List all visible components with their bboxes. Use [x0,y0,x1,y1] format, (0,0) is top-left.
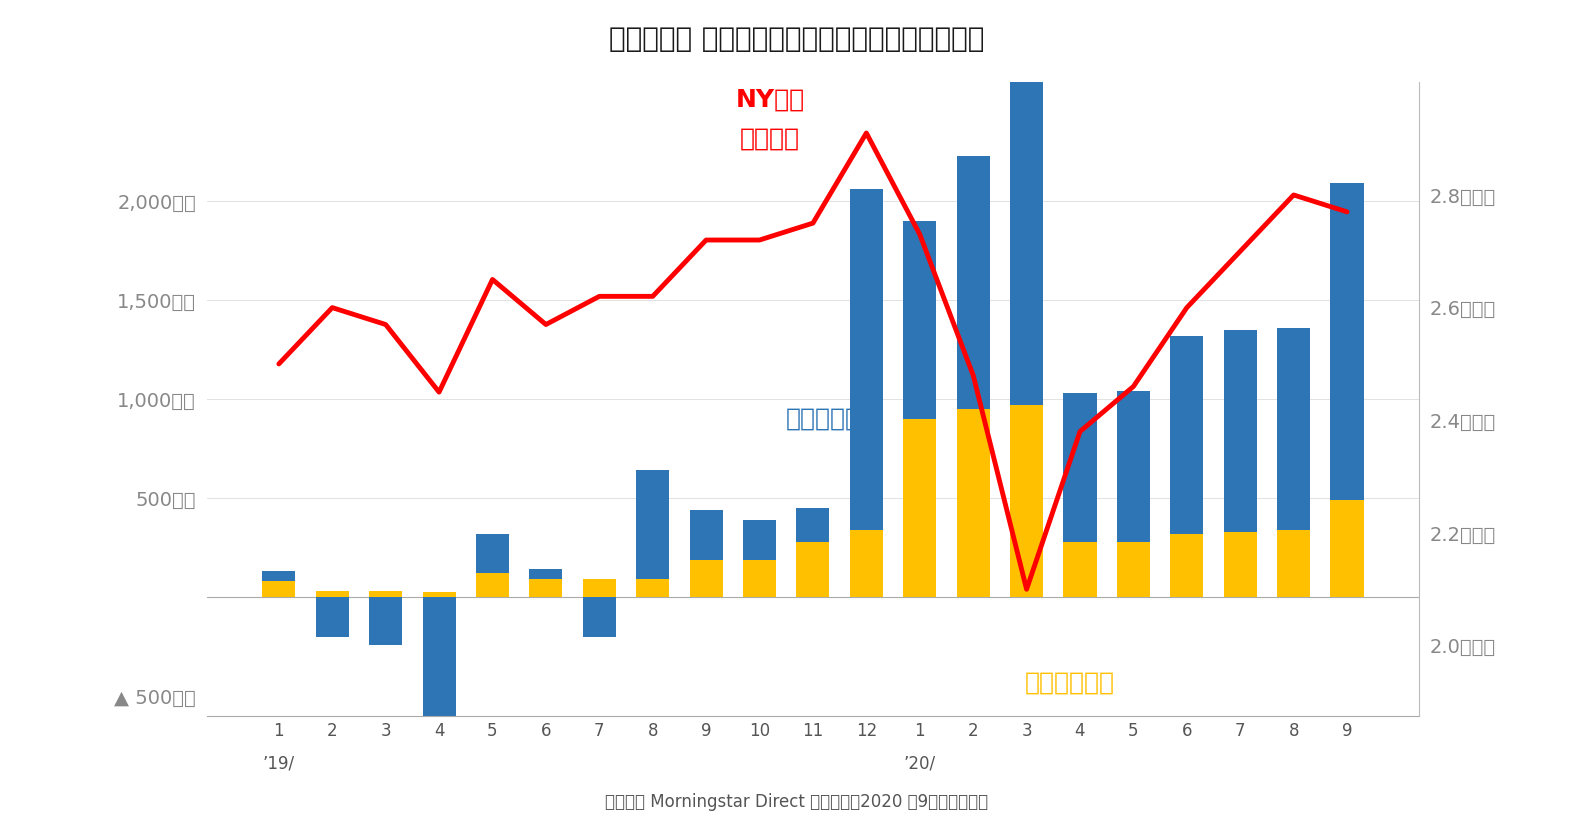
Bar [477,574,508,597]
Bar [1170,336,1203,534]
Bar [422,597,456,720]
Text: インデックス: インデックス [1025,671,1114,695]
Bar [529,570,563,579]
Bar [1277,530,1310,597]
Bar [1063,542,1097,597]
Bar [956,409,990,597]
Bar [1331,500,1363,597]
Bar [316,591,349,597]
Bar [370,597,402,644]
Bar [743,560,776,597]
Bar [1063,393,1097,542]
Bar [583,579,615,597]
Bar [529,579,563,597]
Bar [797,508,829,542]
Text: （右軸）: （右軸） [740,127,800,151]
Bar [690,510,722,560]
Bar [904,221,936,419]
Bar [583,597,615,637]
Bar [636,471,669,579]
Bar [904,419,936,597]
Bar [422,593,456,597]
Bar [1224,532,1256,597]
Text: ’20/: ’20/ [904,755,936,773]
Text: 【図表３】 米国株式ファンドの資金流出入の推移: 【図表３】 米国株式ファンドの資金流出入の推移 [609,25,985,53]
Bar [477,534,508,574]
Bar [850,530,883,597]
Bar [636,579,669,597]
Bar [956,156,990,409]
Text: NYダウ: NYダウ [736,87,805,111]
Bar [690,560,722,597]
Bar [1224,330,1256,532]
Bar [263,571,295,581]
Bar [263,581,295,597]
Bar [1117,542,1149,597]
Bar [743,520,776,560]
Bar [1011,405,1042,597]
Text: ’19/: ’19/ [263,755,295,773]
Bar [370,591,402,597]
Bar [1277,328,1310,530]
Bar [1117,391,1149,542]
Text: （資料） Morningstar Direct より作成。2020 年9月のみ推計値: （資料） Morningstar Direct より作成。2020 年9月のみ推… [606,793,988,811]
Bar [1331,184,1363,500]
Text: アクティブ: アクティブ [786,407,861,431]
Bar [1170,534,1203,597]
Bar [850,189,883,530]
Bar [797,542,829,597]
Bar [316,597,349,637]
Bar [1011,0,1042,405]
